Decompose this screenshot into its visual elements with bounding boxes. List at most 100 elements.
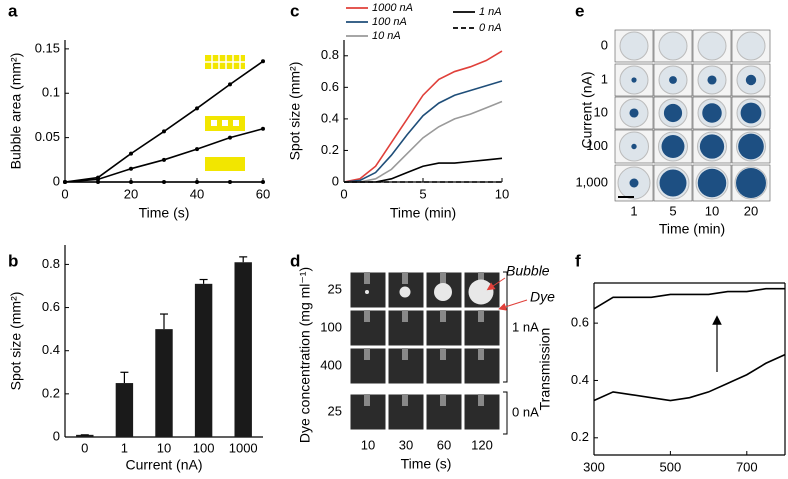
panel-label: a <box>8 1 18 20</box>
legend-label: 0 nA <box>479 22 502 34</box>
y-axis-label: Bubble area (mm²) <box>8 53 24 170</box>
needle <box>440 310 446 322</box>
x-tick-label: 20 <box>124 186 138 201</box>
needle <box>478 348 484 360</box>
row-label: 1 <box>601 71 608 86</box>
bracket <box>503 391 508 435</box>
needle <box>402 310 408 322</box>
bar <box>155 329 173 437</box>
line <box>343 50 503 183</box>
needle <box>478 310 484 322</box>
error-bar <box>120 371 129 384</box>
y-tick-label: 0.6 <box>571 315 589 330</box>
bar <box>115 383 134 437</box>
legend-label: 1000 nA <box>372 2 413 14</box>
spot <box>663 103 683 123</box>
dish <box>736 31 766 61</box>
marker <box>96 180 100 184</box>
x-tick-label: 40 <box>190 186 204 201</box>
row-label: 100 <box>320 319 342 334</box>
marker <box>195 180 199 184</box>
needle <box>402 348 408 360</box>
bar <box>234 262 252 437</box>
column-label: 60 <box>437 437 451 452</box>
x-axis-label: Time (s) <box>401 456 452 472</box>
x-axis-label: Current (nA) <box>125 457 202 473</box>
x-tick-label: 5 <box>419 186 426 201</box>
y-tick-label: 0.2 <box>321 142 339 157</box>
needle <box>364 310 370 322</box>
error-bar <box>160 313 168 330</box>
image-grid <box>614 29 771 202</box>
y-tick-label: 0.2 <box>42 385 60 400</box>
y-tick-label: 0.4 <box>42 342 60 357</box>
bar <box>76 434 94 437</box>
x-axis-label: Time (min) <box>659 221 725 237</box>
x-tick-label: 0 <box>61 186 68 201</box>
y-tick-label: 0.2 <box>571 429 589 444</box>
row-label: 10 <box>594 104 608 119</box>
y-tick-label: 0.8 <box>321 47 339 62</box>
pictograms <box>205 55 245 171</box>
panel-label: b <box>8 251 18 270</box>
annotation: Dye <box>530 289 555 305</box>
marker <box>261 126 265 131</box>
line <box>64 127 264 183</box>
x-tick-label: 100 <box>193 440 215 455</box>
marker <box>195 147 199 152</box>
spot <box>661 135 685 158</box>
y-axis-label: Spot size (mm²) <box>8 292 24 391</box>
needle <box>402 272 408 284</box>
x-tick-label: 1000 <box>229 440 258 455</box>
spot <box>745 74 757 86</box>
x-tick-label: 0 <box>81 440 88 455</box>
arrow <box>486 277 506 291</box>
marker <box>228 180 232 184</box>
x-axis-label: Time (s) <box>139 205 190 221</box>
error-bar <box>199 278 208 284</box>
marker <box>195 106 199 111</box>
y-tick-label: 0 <box>332 173 339 188</box>
line <box>593 287 785 310</box>
row-label: 1,000 <box>575 174 608 189</box>
needle <box>440 272 446 284</box>
needle <box>364 272 370 284</box>
y-axis-label: Transmission <box>537 328 553 411</box>
spot <box>659 169 687 197</box>
marker <box>129 166 133 171</box>
dish <box>658 31 688 61</box>
x-tick-label: 60 <box>256 186 270 201</box>
x-tick-label: 700 <box>736 459 758 474</box>
marker <box>63 180 67 184</box>
column-label: 20 <box>744 203 758 218</box>
spot <box>629 108 639 118</box>
y-tick-label: 0.6 <box>321 79 339 94</box>
row-label: 0 <box>601 37 608 52</box>
x-tick-label: 500 <box>660 459 682 474</box>
marker <box>129 151 133 156</box>
marker <box>129 180 133 184</box>
line <box>343 80 503 183</box>
spot <box>740 102 762 124</box>
row-label: 400 <box>320 357 342 372</box>
row-label: 25 <box>328 281 342 296</box>
column-label: 10 <box>361 437 375 452</box>
panel-label: c <box>290 1 299 20</box>
panel-label: d <box>290 251 300 270</box>
y-tick-label: 0.1 <box>42 85 60 100</box>
bubble <box>468 279 494 305</box>
spot <box>669 76 677 84</box>
bar <box>194 283 213 437</box>
needle <box>364 394 370 406</box>
y-tick-label: 0.4 <box>571 372 589 387</box>
y-tick-label: 0.8 <box>42 256 60 271</box>
spot <box>736 168 766 198</box>
marker <box>228 135 232 140</box>
x-tick-label: 10 <box>157 440 171 455</box>
spot <box>699 134 725 159</box>
x-tick-label: 10 <box>495 186 509 201</box>
x-tick-label: 300 <box>583 459 605 474</box>
panel-label: f <box>575 251 581 270</box>
marker <box>228 82 232 87</box>
